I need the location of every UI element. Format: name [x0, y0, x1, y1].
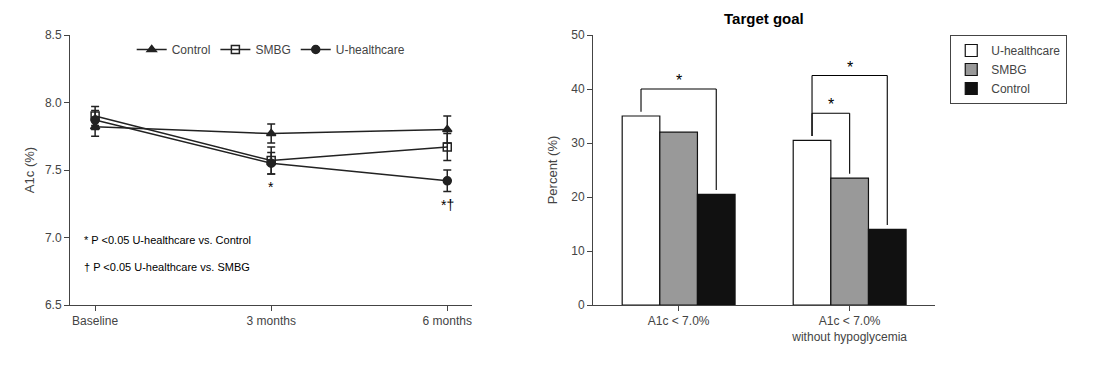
svg-text:6.5: 6.5: [45, 298, 62, 312]
svg-text:U-healthcare: U-healthcare: [336, 43, 405, 57]
svg-text:Percent (%): Percent (%): [545, 136, 560, 205]
svg-text:Baseline: Baseline: [72, 314, 118, 328]
svg-text:*: *: [676, 72, 682, 89]
svg-text:Control: Control: [991, 82, 1030, 96]
svg-text:Target goal: Target goal: [724, 10, 804, 27]
svg-text:* P <0.05 U-healthcare vs. Con: * P <0.05 U-healthcare vs. Control: [84, 234, 251, 246]
svg-text:SMBG: SMBG: [255, 43, 290, 57]
svg-text:10: 10: [571, 244, 585, 258]
svg-text:8.0: 8.0: [45, 96, 62, 110]
svg-text:0: 0: [578, 298, 585, 312]
svg-text:7.5: 7.5: [45, 163, 62, 177]
svg-text:A1c < 7.0%: A1c < 7.0%: [648, 314, 710, 328]
svg-text:*: *: [847, 59, 853, 76]
svg-text:*: *: [828, 96, 834, 113]
svg-text:Control: Control: [172, 43, 211, 57]
svg-text:50: 50: [571, 28, 585, 42]
svg-text:*†: *†: [441, 197, 454, 213]
svg-text:40: 40: [571, 82, 585, 96]
svg-text:30: 30: [571, 136, 585, 150]
svg-text:*: *: [268, 179, 274, 195]
svg-text:20: 20: [571, 190, 585, 204]
svg-text:† P <0.05 U-healthcare vs. SMB: † P <0.05 U-healthcare vs. SMBG: [84, 261, 250, 273]
svg-text:8.5: 8.5: [45, 28, 62, 42]
svg-text:SMBG: SMBG: [991, 63, 1026, 77]
svg-text:7.0: 7.0: [45, 231, 62, 245]
svg-text:6 months: 6 months: [423, 314, 472, 328]
svg-text:U-healthcare: U-healthcare: [991, 44, 1060, 58]
svg-text:A1c (%): A1c (%): [22, 147, 37, 193]
svg-text:3 months: 3 months: [247, 314, 296, 328]
svg-text:A1c < 7.0%without hypoglycemia: A1c < 7.0%without hypoglycemia: [791, 314, 907, 344]
